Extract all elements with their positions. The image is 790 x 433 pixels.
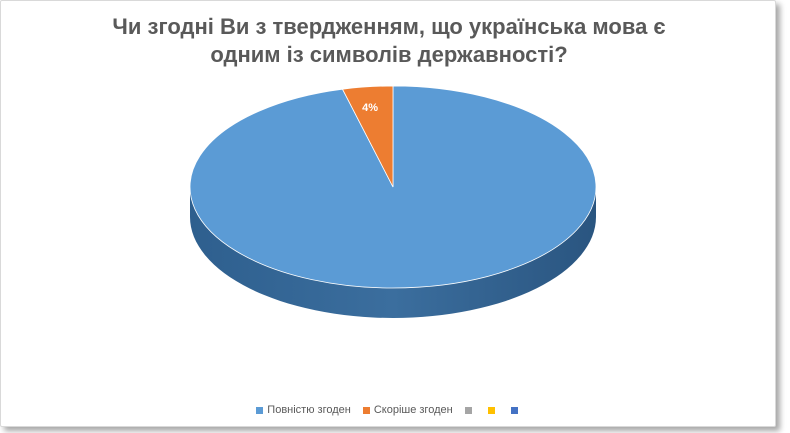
legend-swatch-1 (362, 406, 370, 414)
legend-item-3 (487, 406, 499, 414)
legend-swatch-3 (487, 406, 495, 414)
pie-chart: 96% 4% (189, 85, 597, 333)
chart-legend: Повністю згоден Скоріше згоден (1, 404, 777, 416)
legend-swatch-0 (256, 406, 264, 414)
pie-side (190, 187, 596, 318)
data-label-1: 4% (362, 102, 378, 114)
legend-swatch-4 (510, 406, 518, 414)
chart-frame: Чи згодні Ви з твердженням, що українськ… (0, 0, 776, 427)
pie-slice-1 (341, 85, 394, 188)
legend-item-0: Повністю згоден (256, 404, 351, 416)
chart-title-line-2: одним із символів державності? (210, 42, 568, 67)
legend-swatch-2 (464, 406, 472, 414)
chart-title-line-1: Чи згодні Ви з твердженням, що українськ… (112, 14, 666, 39)
chart-title: Чи згодні Ви з твердженням, що українськ… (1, 13, 777, 69)
legend-item-4 (510, 406, 522, 414)
data-label-0: 96% (380, 321, 402, 333)
legend-label-1: Скоріше згоден (373, 404, 453, 416)
legend-label-0: Повністю згоден (267, 404, 351, 416)
legend-item-2 (464, 406, 476, 414)
legend-item-1: Скоріше згоден (362, 404, 453, 416)
